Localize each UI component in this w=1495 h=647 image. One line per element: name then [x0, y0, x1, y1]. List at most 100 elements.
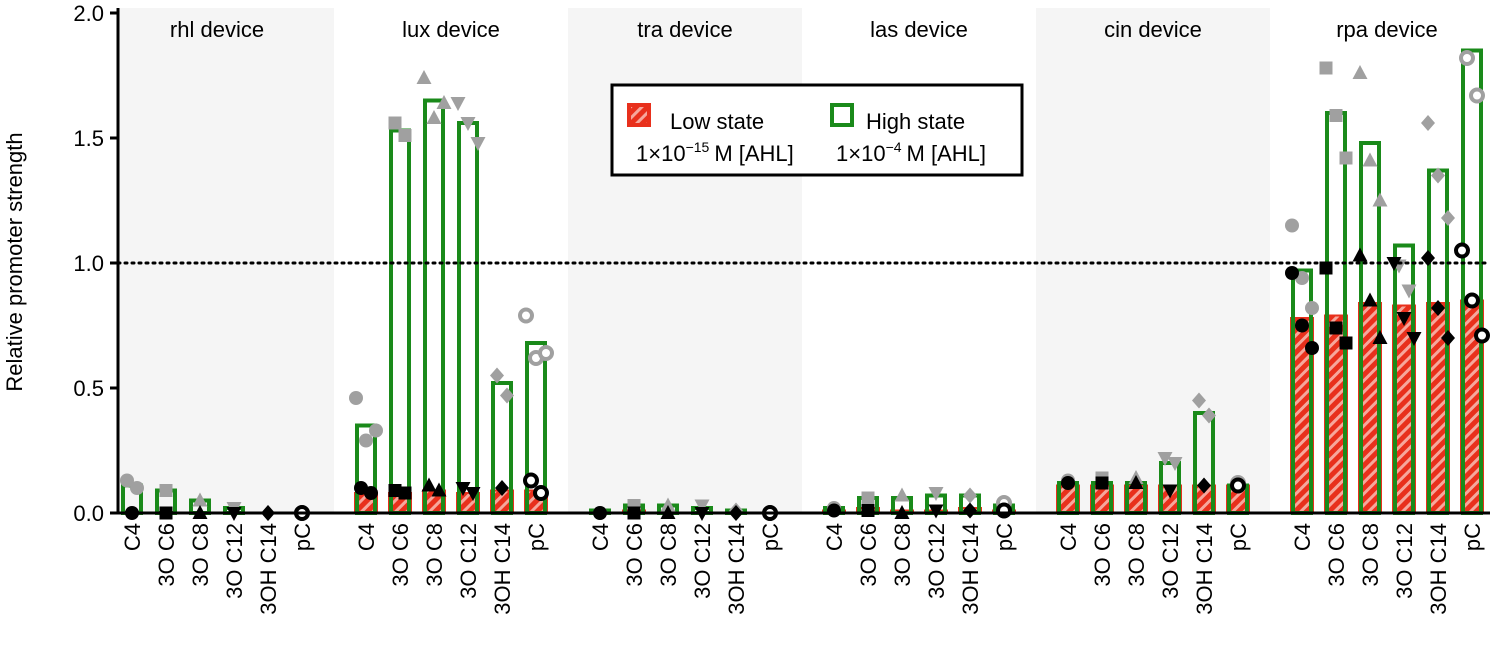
point — [538, 345, 554, 361]
point — [1441, 330, 1455, 346]
x-tick-label: 3O C6 — [1324, 523, 1349, 587]
cond-unit: M [AHL] — [714, 141, 793, 166]
legend-swatch-low — [627, 103, 651, 127]
bar-high — [457, 121, 479, 515]
point — [1431, 300, 1445, 316]
legend-label: Low state — [670, 109, 764, 134]
x-tick-label: C4 — [1290, 523, 1315, 551]
point — [861, 504, 875, 517]
x-tick-label: pC — [524, 523, 549, 551]
point — [388, 116, 402, 130]
point — [1406, 332, 1422, 346]
x-tick-label: 3O C6 — [622, 523, 647, 587]
point — [1128, 475, 1144, 489]
x-tick-label: 3O C12 — [1392, 523, 1417, 599]
point — [1469, 87, 1485, 104]
point — [1459, 50, 1475, 66]
legend-condition: 1×10−15 M [AHL] — [636, 139, 794, 166]
legend: Low state 1×10−15 M [AHL] High state 1×10… — [610, 83, 1024, 177]
x-tick-label: 3OH C14 — [724, 523, 749, 615]
y-tick-label: 1.5 — [73, 126, 104, 151]
x-tick-label: 3OH C14 — [1426, 523, 1451, 615]
legend-condition: 1×10−4 M [AHL] — [836, 139, 986, 166]
bar-high — [389, 128, 411, 515]
group-title: cin device — [1104, 17, 1202, 42]
y-tick-label: 0.5 — [73, 376, 104, 401]
x-tick-label: 3O C12 — [924, 523, 949, 599]
group-title: las device — [870, 17, 968, 42]
point — [928, 487, 944, 501]
x-tick-label: 3O C8 — [656, 523, 681, 587]
group-title: lux device — [402, 17, 500, 42]
x-tick-label: pC — [992, 523, 1017, 551]
cond-exp: −15 — [686, 139, 710, 155]
point — [465, 487, 481, 501]
x-tick-label: 3O C6 — [856, 523, 881, 587]
x-tick-label: 3O C12 — [1158, 523, 1183, 599]
cond-exp: −4 — [886, 139, 902, 155]
y-tick-label: 0.0 — [73, 501, 104, 526]
point — [1095, 476, 1109, 490]
x-tick-label: 3O C12 — [456, 523, 481, 599]
point — [159, 484, 173, 497]
point — [455, 482, 471, 496]
point — [1339, 336, 1353, 350]
point — [1197, 477, 1211, 494]
point — [1162, 484, 1178, 499]
point — [1230, 477, 1246, 494]
point — [1421, 115, 1435, 131]
group-title: rpa device — [1336, 17, 1438, 42]
point — [827, 503, 841, 518]
cond-base: 1×10 — [836, 141, 886, 166]
y-axis-label: Relative promoter strength — [2, 132, 27, 391]
point — [421, 477, 437, 492]
point — [130, 481, 144, 495]
point — [963, 487, 977, 504]
point — [1285, 266, 1299, 280]
group-background — [118, 8, 334, 513]
point — [1202, 407, 1216, 424]
point — [1352, 247, 1368, 262]
point — [1401, 284, 1417, 299]
point — [996, 502, 1012, 519]
point — [490, 367, 504, 384]
group-title: rhl device — [170, 17, 264, 42]
x-tick-label: 3O C8 — [890, 523, 915, 587]
point — [398, 486, 412, 500]
point — [1352, 65, 1368, 79]
point — [450, 97, 466, 111]
bar-high — [423, 98, 445, 515]
point — [533, 485, 549, 501]
point — [1464, 292, 1480, 309]
x-tick-label: 3OH C14 — [958, 523, 983, 615]
point — [694, 499, 710, 514]
point — [1167, 457, 1183, 471]
point — [416, 70, 432, 84]
point — [1372, 330, 1388, 344]
legend-swatch-high — [830, 103, 854, 127]
x-tick-label: 3O C8 — [188, 523, 213, 587]
x-tick-label: C4 — [1056, 523, 1081, 551]
point — [1305, 341, 1319, 355]
point — [388, 484, 402, 497]
point — [1362, 292, 1378, 307]
point — [894, 487, 910, 502]
point — [120, 473, 134, 488]
point — [1285, 218, 1299, 233]
point — [1339, 151, 1353, 165]
x-tick-label: 3O C6 — [388, 523, 413, 587]
point — [460, 117, 476, 131]
x-tick-label: pC — [758, 523, 783, 551]
legend-label: High state — [866, 109, 965, 134]
x-tick-label: pC — [1460, 523, 1485, 551]
point — [1329, 321, 1343, 335]
point — [1396, 312, 1412, 326]
point — [364, 486, 378, 500]
x-tick-label: C4 — [588, 523, 613, 551]
x-tick-label: 3OH C14 — [1192, 523, 1217, 615]
point — [1157, 452, 1173, 466]
point — [1305, 301, 1319, 315]
point — [1454, 242, 1470, 259]
point — [1441, 210, 1455, 226]
